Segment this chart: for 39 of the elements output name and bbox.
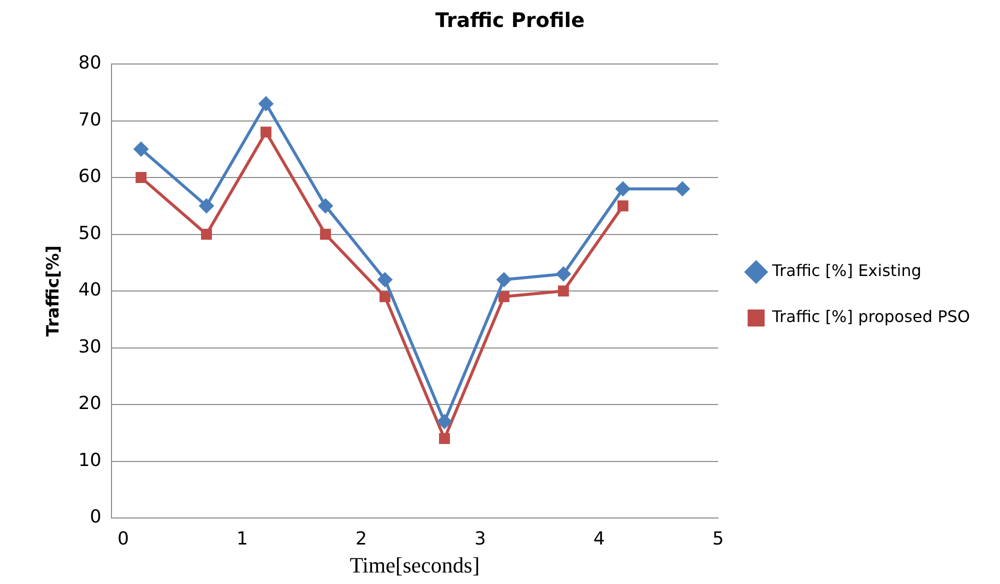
point [260,126,272,138]
legend-label: Traffic [%] Existing [771,261,922,280]
x-tick-label: 5 [712,528,724,550]
x-axis-title: Time[seconds] [350,552,480,578]
y-axis-title: Traffic[%] [44,245,64,337]
y-tick-label: 0 [90,506,102,528]
y-tick-label: 70 [78,109,102,130]
x-tick-label: 1 [236,528,248,550]
point [380,291,390,302]
y-tick-label: 80 [78,52,102,74]
point [498,291,510,302]
point [556,266,571,282]
point [617,200,628,212]
point [136,172,146,183]
y-tick-label: 60 [78,166,102,188]
point [674,181,690,196]
point [201,228,212,240]
chart-title: Traffic Profile [435,8,585,32]
point [377,272,392,288]
y-tick-label: 20 [78,393,102,414]
y-tick-label: 50 [78,222,102,244]
x-tick-label: 2 [355,528,367,550]
point [558,286,569,296]
point [258,96,274,112]
legend-label: Traffic [%] proposed PSO [771,307,970,326]
y-tick-label: 30 [78,336,102,358]
y-tick-label: 40 [78,280,102,301]
x-tick-label: 4 [593,528,605,550]
point [436,414,452,430]
point [439,433,450,444]
x-tick-label: 0 [117,528,129,550]
point [134,142,149,157]
point [496,272,512,288]
y-tick-label: 10 [78,450,102,471]
point [320,228,331,240]
point [198,198,214,214]
point [318,198,333,214]
x-tick-label: 3 [474,528,486,550]
point [615,181,630,196]
